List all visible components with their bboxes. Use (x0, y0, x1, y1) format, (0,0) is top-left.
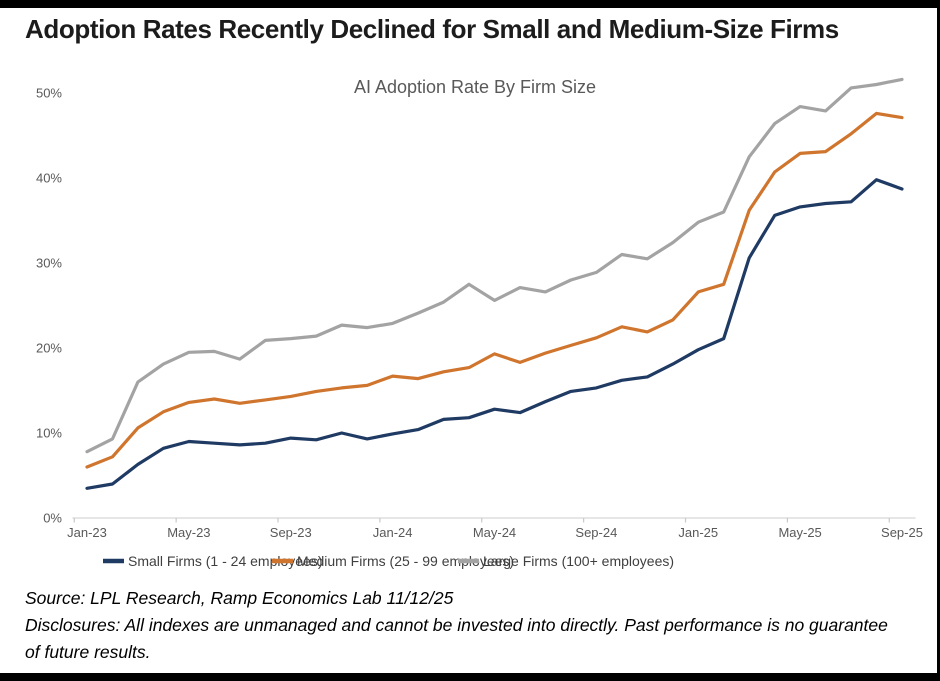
series-line-2 (85, 77, 904, 454)
legend: Small Firms (1 - 24 employees)Medium Fir… (103, 553, 674, 569)
line-chart: AI Adoption Rate By Firm Size 0% 10% 20% 30… (36, 77, 923, 569)
series-line-1 (85, 111, 904, 469)
y-tick-label: 10% (36, 426, 62, 441)
x-tick-label: Sep-24 (575, 525, 617, 540)
y-tick-label: 30% (36, 256, 62, 271)
disclosures-note: Disclosures: All indexes are unmanaged a… (25, 615, 888, 662)
legend-label-1: Medium Firms (25 - 99 employees) (297, 553, 514, 569)
legend-label-0: Small Firms (1 - 24 employees) (128, 553, 323, 569)
right-border-line (937, 0, 940, 681)
x-tick-label: May-24 (473, 525, 516, 540)
page-title: Adoption Rates Recently Declined for Sma… (25, 14, 839, 44)
y-axis: 0% 10% 20% 30% 40% 50% (36, 86, 62, 526)
source-note: Source: LPL Research, Ramp Economics Lab… (25, 588, 454, 608)
y-tick-label: 40% (36, 171, 62, 186)
footer-notes: Source: LPL Research, Ramp Economics Lab… (25, 585, 907, 666)
y-tick-label: 20% (36, 341, 62, 356)
x-tick-label: Jan-23 (67, 525, 107, 540)
series-lines (85, 77, 904, 490)
x-tick-label: Jan-25 (678, 525, 718, 540)
x-axis: Jan-23 May-23 Sep-23 Jan-24 May-24 Sep-24 Jan-… (67, 517, 923, 540)
y-tick-label: 0% (43, 511, 62, 526)
chart-title: AI Adoption Rate By Firm Size (354, 77, 596, 97)
top-border-bar (0, 0, 940, 8)
x-tick-label: May-23 (167, 525, 210, 540)
x-tick-label: Jan-24 (373, 525, 413, 540)
series-line-0 (85, 178, 904, 490)
x-tick-label: May-25 (778, 525, 821, 540)
x-tick-label: Sep-25 (881, 525, 923, 540)
bottom-border-bar (0, 673, 940, 681)
x-tick-label: Sep-23 (270, 525, 312, 540)
y-tick-label: 50% (36, 86, 62, 101)
legend-label-2: Large Firms (100+ employees) (483, 553, 674, 569)
